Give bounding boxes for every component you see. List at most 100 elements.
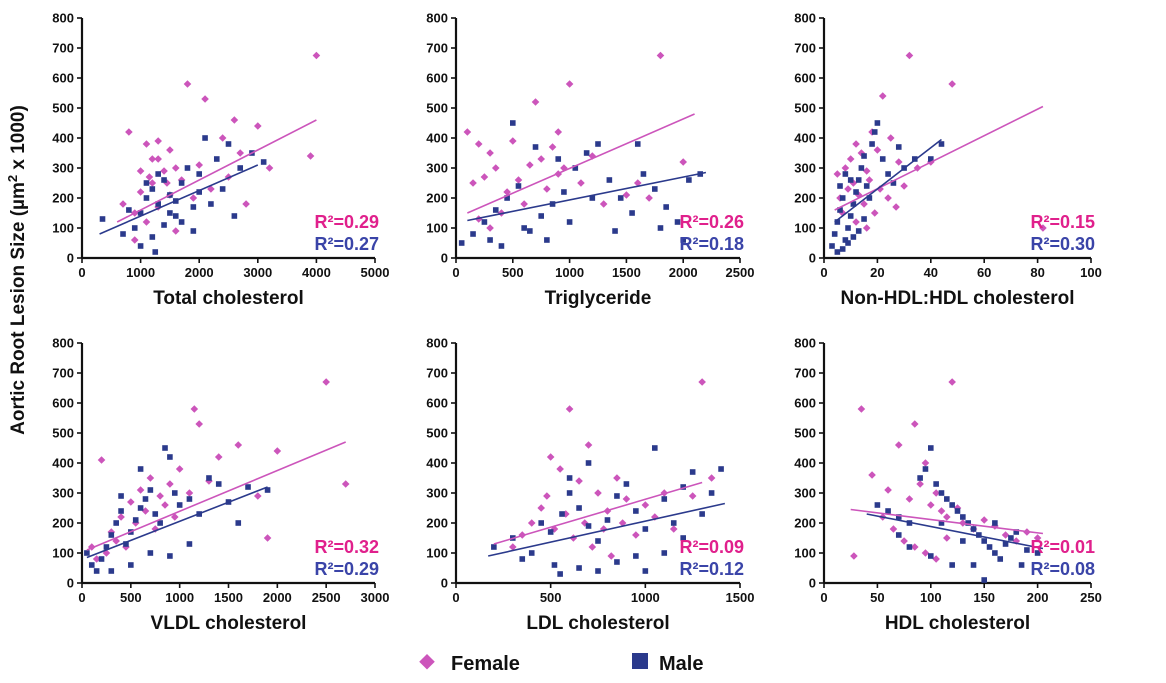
x-tick-label: 1000 [555, 265, 584, 280]
x-tick-label: 100 [1080, 265, 1102, 280]
x-tick-label: 0 [452, 265, 459, 280]
male-point [491, 544, 497, 550]
male-point [869, 141, 875, 147]
x-tick-label: 1500 [214, 590, 243, 605]
male-point [152, 511, 159, 517]
female-point [97, 456, 106, 464]
male-point [544, 237, 550, 243]
female-point [486, 224, 494, 232]
female-point [669, 525, 678, 533]
female-point [146, 474, 155, 482]
male-point [120, 231, 126, 237]
female-point [509, 543, 517, 551]
male-point [184, 165, 191, 171]
male-point [532, 144, 539, 150]
female-trend-line [850, 508, 1044, 535]
female-point [980, 516, 988, 524]
male-trend-line [467, 171, 707, 222]
y-axis-label-prefix: Aortic Root Lesion Size (µm [8, 182, 29, 435]
male-point [566, 219, 573, 225]
male-point [949, 502, 955, 508]
y-tick-label: 700 [52, 366, 74, 381]
male-point [171, 490, 178, 496]
male-point [98, 556, 105, 562]
male-point [260, 159, 267, 165]
x-tick-label: 2000 [669, 265, 698, 280]
male-point [143, 180, 150, 186]
male-point [149, 234, 156, 240]
female-point [892, 203, 900, 211]
male-point [842, 237, 849, 243]
male-point [566, 490, 573, 496]
x-tick-label: 0 [78, 265, 85, 280]
x-tick-label: 1500 [612, 265, 641, 280]
female-point [125, 128, 133, 136]
male-point [161, 222, 167, 228]
female-point [943, 513, 951, 521]
male-point [128, 562, 134, 568]
male-r2-label: R²=0.08 [1030, 559, 1095, 579]
male-point [606, 177, 613, 183]
male-point [561, 189, 567, 195]
y-tick-label: 300 [426, 161, 448, 176]
male-point [617, 195, 624, 201]
male-point [143, 195, 150, 201]
male-point [585, 460, 592, 466]
female-point [613, 474, 621, 482]
male-point [981, 538, 987, 544]
female-point [932, 555, 940, 563]
y-tick-label: 800 [426, 336, 448, 351]
male-point [572, 165, 579, 171]
female-point [953, 504, 962, 512]
y-tick-label: 600 [426, 71, 448, 86]
female-point [910, 420, 919, 428]
male-point [879, 156, 886, 162]
female-point [862, 224, 871, 232]
female-point [306, 152, 315, 160]
male-point [845, 225, 851, 231]
y-tick-label: 800 [426, 11, 448, 26]
y-tick-label: 200 [794, 191, 816, 206]
x-tick-label: 2500 [312, 590, 341, 605]
panel-1: 0 100 200 300 400 500 600 700 800 0 1000 2000 3000 40… [52, 11, 389, 310]
male-point [538, 520, 544, 526]
male-point [167, 553, 173, 559]
female-point [575, 477, 583, 485]
female-point [900, 537, 908, 545]
y-tick-label: 100 [426, 221, 448, 236]
male-point [235, 520, 242, 526]
female-point [154, 155, 162, 163]
female-point [527, 519, 536, 527]
female-point [849, 179, 858, 187]
female-point [884, 194, 892, 202]
female-point [565, 80, 574, 88]
male-point [680, 484, 686, 490]
male-point [487, 237, 493, 243]
x-tick-label: 4000 [302, 265, 331, 280]
female-point [214, 453, 223, 461]
y-tick-label: 500 [794, 101, 816, 116]
male-point [504, 195, 510, 201]
male-r2-label: R²=0.29 [314, 559, 379, 579]
female-point [509, 137, 517, 145]
male-point [708, 490, 715, 496]
y-tick-label: 500 [794, 426, 816, 441]
female-point [543, 492, 551, 500]
male-point [874, 120, 881, 126]
female-point [480, 173, 489, 181]
male-point [614, 493, 620, 499]
x-tick-label: 500 [502, 265, 524, 280]
male-point [922, 466, 929, 472]
x-axis-label: Total cholesterol [153, 288, 304, 309]
female-point [112, 537, 120, 545]
male-r2-label: R²=0.30 [1030, 234, 1095, 254]
male-point [481, 219, 488, 225]
male-point [576, 565, 582, 571]
female-point [554, 128, 563, 136]
female-trend-line [834, 105, 1044, 211]
male-point [118, 493, 124, 499]
male-point [1024, 547, 1030, 553]
male-trend-line [488, 502, 726, 557]
male-point [551, 562, 558, 568]
x-axis-label: Non-HDL:HDL cholesterol [841, 288, 1075, 309]
